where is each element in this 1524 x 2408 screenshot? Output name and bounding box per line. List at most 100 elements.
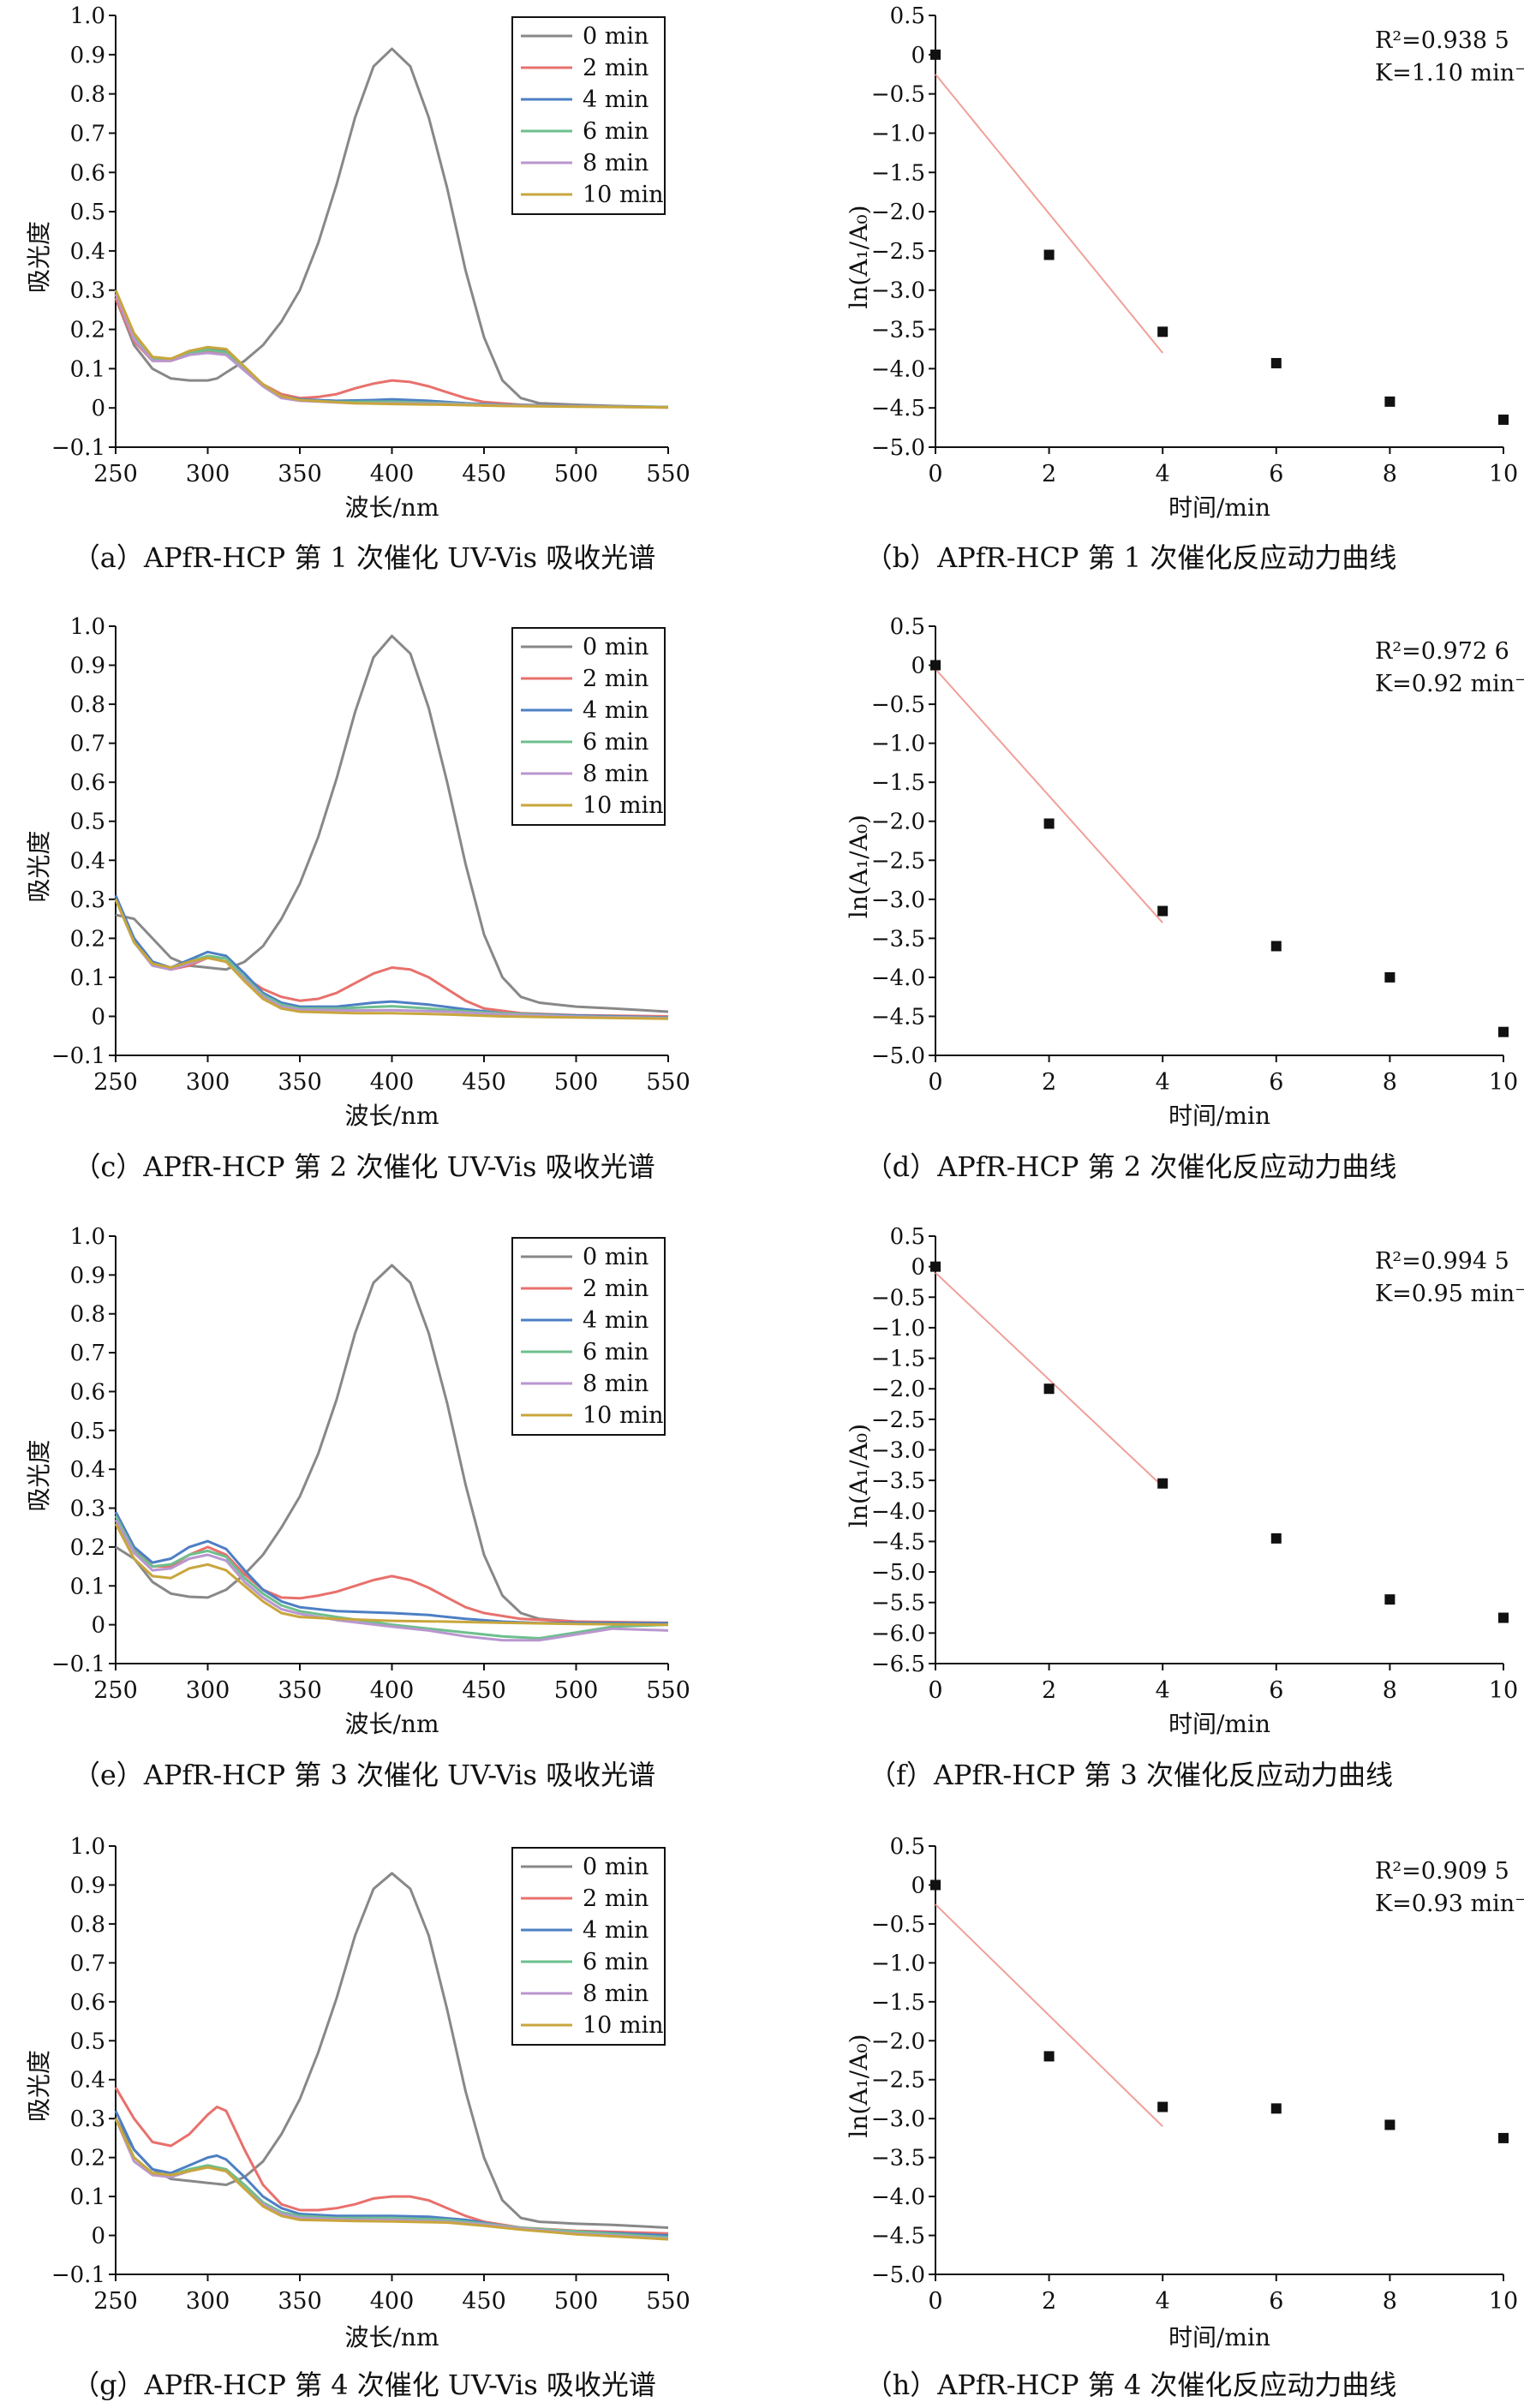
legend-label: 10 min [583,2012,664,2039]
y-tick-label: −1.0 [871,732,925,757]
x-tick-label: 350 [278,1677,322,1704]
y-tick-label: 0.5 [70,1419,105,1444]
y-tick-label: 0.7 [70,1341,105,1366]
y-tick-label: −5.0 [871,1560,925,1586]
legend-label: 8 min [583,761,648,787]
y-tick-label: 0.5 [70,200,105,225]
series-line-10-min [114,290,669,409]
x-tick-label: 6 [1269,1677,1283,1704]
x-tick-label: 6 [1269,1069,1283,1096]
fit-line [935,1903,1163,2127]
x-tick-label: 450 [462,1677,506,1704]
y-tick-label: −2.5 [871,2068,925,2094]
y-tick-label: 0.9 [70,1873,105,1898]
y-tick-label: −2.0 [871,810,925,835]
y-axis-title: 吸光度 [25,1439,53,1511]
figure-caption: （f）APfR-HCP 第 3 次催化反应动力曲线 [869,1759,1393,1791]
series-line-0-min [115,1264,669,1627]
legend-label: 6 min [583,1949,648,1975]
fit-annotation: R²=0.938 5 [1375,27,1509,54]
y-tick-label: 0 [911,654,925,679]
x-tick-label: 4 [1156,2288,1170,2315]
y-tick-label: −1.5 [871,770,925,796]
x-tick-label: 4 [1156,1677,1170,1704]
legend-label: 4 min [583,697,648,724]
y-tick-label: −3.5 [871,1468,925,1494]
x-tick-label: 4 [1156,461,1170,487]
data-point [1384,1594,1396,1605]
y-tick-label: −0.1 [51,2262,105,2288]
data-point [1498,1026,1509,1037]
x-tick-label: 8 [1383,1677,1397,1704]
x-tick-label: 0 [928,2288,942,2315]
x-tick-label: 450 [462,1069,506,1096]
data-point [1384,396,1396,407]
legend-label: 4 min [583,1917,648,1944]
data-point [1043,1383,1055,1395]
x-axis-title: 波长/nm [344,2323,439,2351]
legend-label: 8 min [583,1981,648,2007]
y-tick-label: 0.1 [70,965,105,991]
x-tick-label: 500 [554,2288,599,2315]
data-point [1270,2103,1282,2114]
y-axis-title: ln(A₁/A₀) [845,2034,873,2137]
y-tick-label: −4.0 [871,2184,925,2210]
figure-caption: （d）APfR-HCP 第 2 次催化反应动力曲线 [865,1150,1397,1183]
y-tick-label: 0.1 [70,1574,105,1599]
x-tick-label: 400 [370,1069,415,1096]
y-axis-title: ln(A₁/A₀) [845,1424,873,1527]
x-tick-label: 350 [278,2288,322,2315]
chart-panel-g: −0.1 0 0.1 0.2 0.3 0.4 0.5 0.6 0.7 0.8 0.9 1.0 250 30… [25,1834,690,2401]
data-point [1498,414,1509,425]
y-tick-label: −1.5 [871,1990,925,2016]
y-tick-label: −0.1 [51,1652,105,1677]
y-tick-label: −1.5 [871,160,925,186]
y-tick-label: 1.0 [70,1224,105,1250]
y-tick-label: 0.8 [70,692,105,718]
x-axis-title: 波长/nm [344,1102,439,1130]
y-tick-label: 0.7 [70,121,105,146]
data-point [1498,1612,1509,1623]
y-tick-label: 0.9 [70,1263,105,1288]
legend-box [511,16,666,215]
fit-annotation: K=1.10 min⁻¹ [1375,60,1524,87]
legend-label: 0 min [583,1244,648,1270]
x-tick-label: 10 [1489,2288,1518,2315]
y-tick-label: −2.5 [871,848,925,874]
y-tick-label: −4.0 [871,965,925,991]
y-tick-label: 0.5 [70,2029,105,2054]
y-axis-title: 吸光度 [25,2050,53,2122]
chart-panel-a: −0.1 0 0.1 0.2 0.3 0.4 0.5 0.6 0.7 0.8 0.9 1.0 250 30… [25,3,690,574]
fit-line [935,668,1163,923]
fit-annotation: R²=0.994 5 [1375,1248,1509,1275]
figure-caption: （g）APfR-HCP 第 4 次催化 UV-Vis 吸收光谱 [72,2369,656,2401]
y-tick-label: 0.7 [70,732,105,757]
y-tick-label: −2.0 [871,200,925,225]
data-point [1384,971,1396,983]
figure-caption: （h）APfR-HCP 第 4 次催化反应动力曲线 [865,2369,1397,2401]
chart-panel-e: −0.1 0 0.1 0.2 0.3 0.4 0.5 0.6 0.7 0.8 0.9 1.0 250 30… [25,1224,690,1791]
x-tick-label: 10 [1489,461,1518,487]
y-tick-label: 0.9 [70,654,105,679]
x-tick-label: 400 [370,1677,415,1704]
x-axis-title: 时间/min [1168,493,1270,522]
y-tick-label: −1.0 [871,1951,925,1976]
x-tick-label: 0 [928,1069,942,1096]
y-tick-label: 0.5 [890,614,925,640]
figure-caption: （c）APfR-HCP 第 2 次催化 UV-Vis 吸收光谱 [73,1150,654,1183]
series-line-0-min [114,47,669,409]
x-axis-title: 时间/min [1168,2323,1270,2351]
y-tick-label: 0.2 [70,1535,105,1561]
x-tick-label: 2 [1042,1069,1056,1096]
y-tick-label: 0 [91,2224,105,2250]
legend-label: 4 min [583,87,648,113]
y-tick-label: −1.5 [871,1347,925,1372]
y-tick-label: −3.0 [871,1438,925,1464]
y-tick-label: −1.0 [871,121,925,146]
y-tick-label: 1.0 [70,614,105,640]
x-tick-label: 8 [1383,461,1397,487]
y-tick-label: 0 [911,1873,925,1898]
x-tick-label: 6 [1269,2288,1283,2315]
x-axis-title: 时间/min [1168,1102,1270,1130]
series-line-8-min [114,1519,669,1642]
